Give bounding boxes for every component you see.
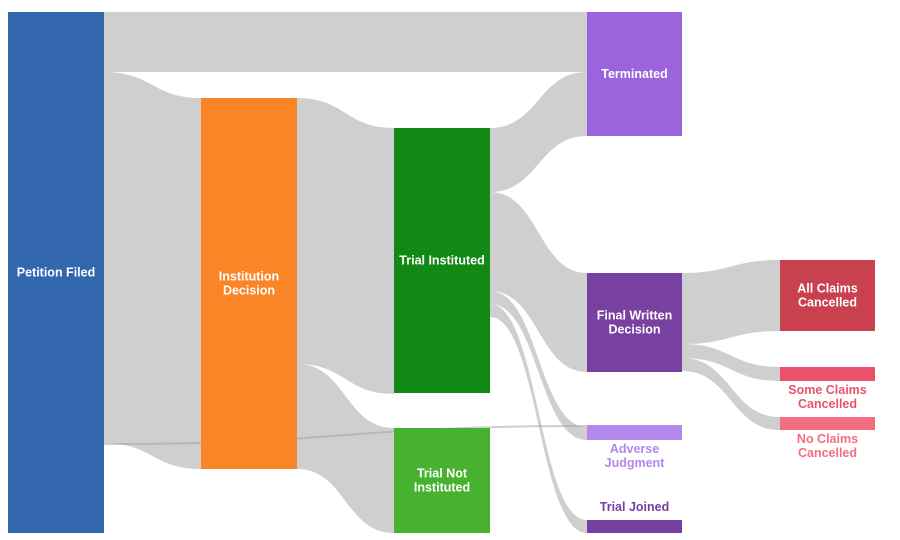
node-all[interactable]: All ClaimsCancelled: [780, 260, 875, 331]
node-joined-label: Trial Joined: [600, 500, 669, 514]
node-institution[interactable]: InstitutionDecision: [201, 98, 297, 469]
node-fwd[interactable]: Final WrittenDecision: [587, 273, 682, 372]
node-not_instituted[interactable]: Trial NotInstituted: [394, 428, 490, 533]
node-none[interactable]: No ClaimsCancelled: [780, 417, 875, 460]
node-all-label: All Claims: [797, 282, 857, 296]
node-none-label: No Claims: [797, 432, 858, 446]
node-instituted-label: Trial Instituted: [399, 254, 484, 268]
link-instituted-to-fwd[interactable]: [490, 192, 587, 372]
node-joined[interactable]: Trial Joined: [587, 500, 682, 533]
node-adverse-label: Judgment: [605, 456, 666, 470]
node-none-label: Cancelled: [798, 446, 857, 460]
node-all-label: Cancelled: [798, 296, 857, 310]
node-some-label: Cancelled: [798, 397, 857, 411]
node-some-bar[interactable]: [780, 367, 875, 381]
link-petition-to-terminated[interactable]: [104, 12, 587, 72]
node-institution-label: Institution: [219, 270, 279, 284]
node-terminated-label: Terminated: [601, 67, 667, 81]
link-instituted-to-terminated[interactable]: [490, 72, 587, 192]
node-terminated[interactable]: Terminated: [587, 12, 682, 136]
node-none-bar[interactable]: [780, 417, 875, 430]
link-petition-to-institution[interactable]: [104, 72, 201, 469]
node-institution-label: Decision: [223, 284, 275, 298]
node-some-label: Some Claims: [788, 383, 867, 397]
node-adverse[interactable]: AdverseJudgment: [587, 425, 682, 470]
node-petition[interactable]: Petition Filed: [8, 12, 104, 533]
sankey-diagram: Petition FiledInstitutionDecisionTrial I…: [0, 0, 900, 540]
node-fwd-label: Decision: [608, 323, 660, 337]
link-fwd-to-all[interactable]: [682, 260, 780, 344]
node-petition-label: Petition Filed: [17, 266, 95, 280]
node-instituted[interactable]: Trial Instituted: [394, 128, 490, 393]
node-adverse-label: Adverse: [610, 442, 659, 456]
node-not_instituted-label: Instituted: [414, 481, 470, 495]
link-institution-to-instituted[interactable]: [297, 98, 394, 394]
node-some[interactable]: Some ClaimsCancelled: [780, 367, 875, 411]
node-not_instituted-label: Trial Not: [417, 467, 468, 481]
node-adverse-bar[interactable]: [587, 425, 682, 440]
node-fwd-label: Final Written: [597, 309, 672, 323]
node-joined-bar[interactable]: [587, 520, 682, 533]
